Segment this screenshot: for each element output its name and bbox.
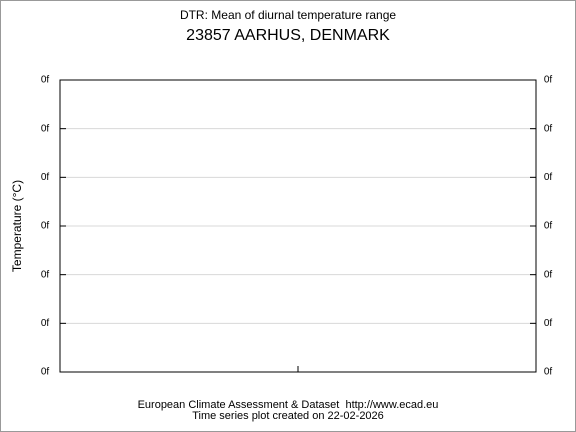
y2-tick-label: 0f bbox=[544, 318, 553, 329]
y2-tick-label: 0f bbox=[544, 123, 553, 134]
y-axis-label: Temperature (°C) bbox=[10, 180, 24, 272]
y-tick-label: 0f bbox=[41, 172, 50, 183]
y-tick-label: 0f bbox=[41, 123, 50, 134]
y2-tick-label: 0f bbox=[544, 367, 553, 378]
y-tick-label: 0f bbox=[41, 75, 50, 86]
y2-tick-label: 0f bbox=[544, 269, 553, 280]
y-tick-label: 0f bbox=[41, 221, 50, 232]
chart-subtitle: 23857 AARHUS, DENMARK bbox=[186, 27, 390, 44]
y2-tick-label: 0f bbox=[544, 75, 553, 86]
y-tick-label: 0f bbox=[41, 318, 50, 329]
footer-line: Time series plot created on 22-02-2026 bbox=[192, 410, 384, 422]
y2-tick-label: 0f bbox=[544, 172, 553, 183]
footer-line: European Climate Assessment & Dataset ht… bbox=[138, 399, 439, 411]
y-tick-label: 0f bbox=[41, 367, 50, 378]
y-tick-label: 0f bbox=[41, 269, 50, 280]
chart-title: DTR: Mean of diurnal temperature range bbox=[180, 8, 396, 22]
y2-tick-label: 0f bbox=[544, 221, 553, 232]
